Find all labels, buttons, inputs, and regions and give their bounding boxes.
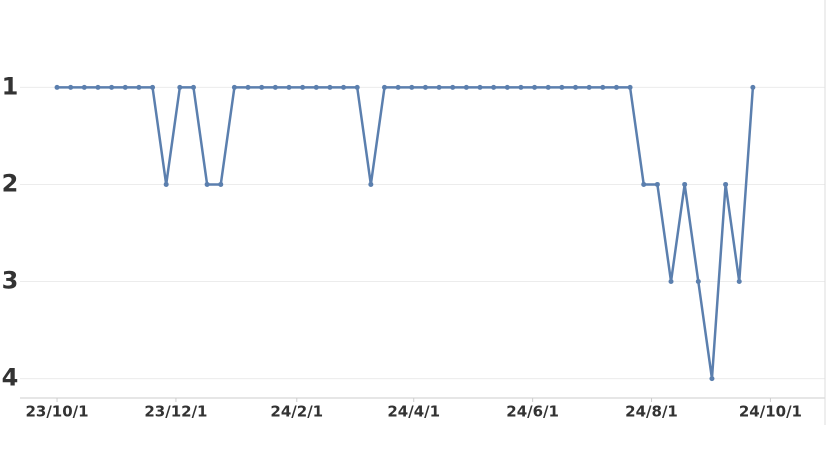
y-tick-label: 2 [2,169,19,197]
point [613,84,619,90]
point [736,279,742,285]
point [463,84,469,90]
point [477,84,483,90]
point [559,84,565,90]
point [327,84,333,90]
point [654,181,660,187]
point [450,84,456,90]
point [354,84,360,90]
point [600,84,606,90]
point [750,84,756,90]
point [409,84,415,90]
point [54,84,60,90]
point [641,181,647,187]
point [504,84,510,90]
point [231,84,237,90]
point [190,84,196,90]
x-tick-label: 23/10/1 [25,403,88,421]
point [136,84,142,90]
point [436,84,442,90]
point [163,181,169,187]
point [81,84,87,90]
point [341,84,347,90]
point [422,84,428,90]
y-tick-label: 1 [2,72,19,100]
point [723,181,729,187]
point [150,84,156,90]
point [286,84,292,90]
x-tick-label: 24/2/1 [270,403,323,421]
point [272,84,278,90]
point [668,279,674,285]
x-tick-label: 24/6/1 [506,403,559,421]
point [709,376,715,382]
point [695,279,701,285]
x-tick-label: 24/8/1 [625,403,678,421]
line [57,86,755,380]
point [368,181,374,187]
x-tick-label: 24/10/1 [739,403,802,421]
point [259,84,265,90]
point [218,181,224,187]
x-tick-label: 24/4/1 [387,403,440,421]
point [381,84,387,90]
point [532,84,538,90]
point [395,84,401,90]
point [177,84,183,90]
point [627,84,633,90]
point [586,84,592,90]
point [245,84,251,90]
point [109,84,115,90]
y-tick-label: 3 [2,267,19,295]
y-tick-label: 4 [2,364,19,392]
point [300,84,306,90]
point [204,181,210,187]
point [313,84,319,90]
point [491,84,497,90]
x-tick-label: 23/12/1 [144,403,207,421]
point [545,84,551,90]
point [68,84,74,90]
point [682,181,688,187]
point [95,84,101,90]
point [122,84,128,90]
point [518,84,524,90]
point [573,84,579,90]
